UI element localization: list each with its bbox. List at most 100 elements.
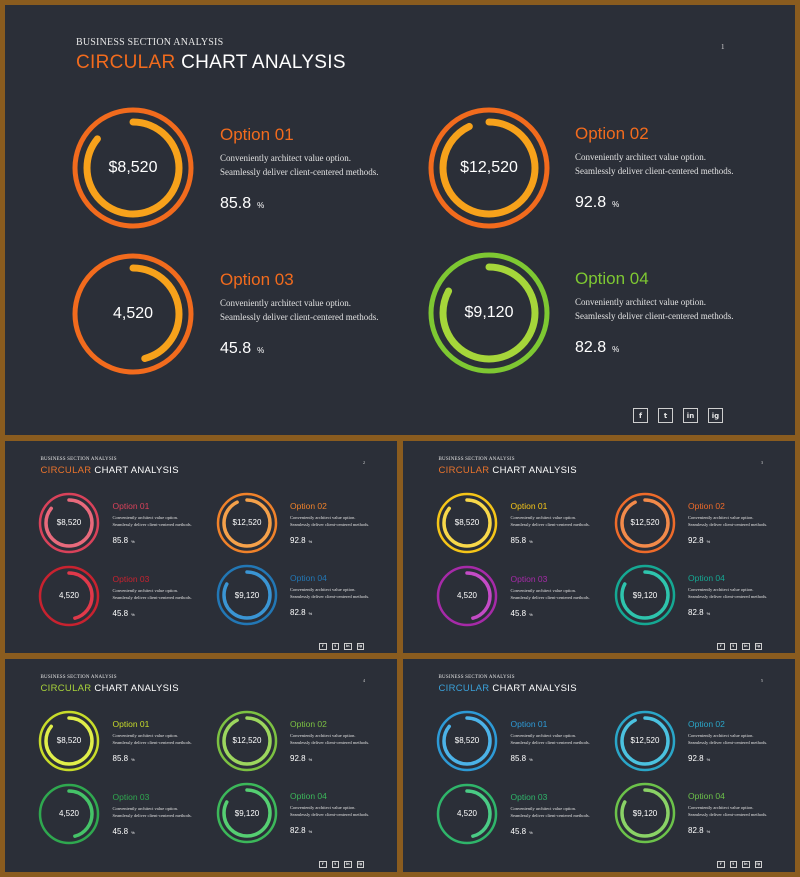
- slide-1: BUSINESS SECTION ANALYSIS CIRCULAR CHART …: [5, 5, 795, 435]
- ring-amount: $12,520: [232, 518, 262, 527]
- outer-ring: [38, 565, 100, 626]
- ring-graphic: [72, 107, 194, 229]
- instagram-icon[interactable]: ig: [754, 860, 762, 868]
- percentage-unit: %: [612, 200, 620, 209]
- option-percentage: 45.8%: [220, 340, 378, 358]
- linkedin-icon[interactable]: in: [742, 642, 750, 650]
- progress-arc: [222, 715, 272, 766]
- ring-amount: $8,520: [454, 518, 480, 527]
- facebook-icon[interactable]: f: [319, 860, 327, 868]
- option-description-line2: Seamlessly deliver client-centered metho…: [112, 740, 192, 745]
- section-kicker: BUSINESS SECTION ANALYSIS: [76, 37, 224, 48]
- linkedin-icon[interactable]: in: [344, 860, 352, 868]
- twitter-icon[interactable]: t: [331, 860, 339, 868]
- percentage-unit: %: [529, 757, 533, 762]
- title-rest: CHART ANALYSIS: [175, 52, 346, 73]
- option-name: Option 02: [575, 124, 649, 143]
- twitter-icon[interactable]: t: [658, 408, 673, 423]
- option-description-line2: Seamlessly deliver client-centered metho…: [688, 594, 768, 599]
- progress-arc: [620, 570, 670, 620]
- instagram-icon[interactable]: ig: [356, 642, 364, 650]
- ring-graphic: [436, 710, 498, 771]
- percentage-unit: %: [131, 829, 135, 835]
- slide-title: CIRCULAR CHART ANALYSIS: [439, 465, 577, 476]
- progress-arc: [442, 715, 492, 766]
- percentage-unit: %: [529, 829, 533, 835]
- instagram-icon[interactable]: ig: [356, 860, 364, 868]
- ring-graphic: [614, 564, 676, 626]
- progress-arc: [439, 263, 539, 363]
- progress-arc: [620, 497, 670, 548]
- option-description-line2: Seamlessly deliver client-centered metho…: [290, 739, 370, 745]
- slide-title: CIRCULAR CHART ANALYSIS: [41, 465, 179, 476]
- social-links: f t in ig: [319, 860, 364, 868]
- title-rest: CHART ANALYSIS: [489, 682, 577, 694]
- option-description-line1: Conveniently architect value option.: [112, 733, 178, 738]
- facebook-icon[interactable]: f: [633, 408, 648, 423]
- ring-graphic: [436, 565, 498, 626]
- facebook-icon[interactable]: f: [717, 860, 725, 868]
- option-description-line2: Seamlessly deliver client-centered metho…: [112, 522, 192, 527]
- title-rest: CHART ANALYSIS: [91, 682, 179, 694]
- option-description-line1: Conveniently architect value option.: [220, 298, 351, 308]
- ring-graphic: [38, 783, 100, 844]
- linkedin-icon[interactable]: in: [344, 642, 352, 650]
- percentage-value: 82.8: [290, 608, 306, 617]
- ring-graphic: [428, 252, 550, 374]
- outer-ring: [38, 492, 100, 553]
- instagram-icon[interactable]: ig: [754, 642, 762, 650]
- percentage-value: 85.8: [510, 536, 527, 545]
- twitter-icon[interactable]: t: [331, 642, 339, 650]
- percentage-unit: %: [308, 611, 313, 616]
- option-text-block: Option 01 Conveniently architect value op…: [511, 719, 590, 763]
- option-description-line1: Conveniently architect value option.: [112, 805, 178, 811]
- ring-amount: $12,520: [232, 736, 262, 745]
- option-percentage: 82.8%: [290, 608, 369, 617]
- circular-progress-chart: 4,520: [432, 779, 502, 849]
- progress-arc: [222, 497, 272, 548]
- option-name: Option 04: [688, 573, 725, 583]
- linkedin-icon[interactable]: in: [683, 408, 698, 423]
- ring-amount: 4,520: [456, 809, 478, 818]
- outer-ring: [216, 710, 278, 771]
- title-accent: CIRCULAR: [438, 682, 490, 694]
- ring-graphic: [72, 253, 194, 375]
- title-accent: CIRCULAR: [438, 464, 490, 476]
- percentage-unit: %: [131, 539, 135, 544]
- circular-progress-chart: 4,520: [34, 779, 104, 849]
- ring-amount: 4,520: [58, 809, 80, 818]
- progress-arc: [44, 788, 94, 839]
- option-name: Option 02: [688, 718, 725, 729]
- option-percentage: 82.8%: [688, 826, 767, 835]
- facebook-icon[interactable]: f: [717, 642, 725, 650]
- outer-ring: [436, 783, 498, 844]
- percentage-value: 92.8: [575, 194, 607, 211]
- circular-progress-chart: $8,520: [432, 706, 502, 776]
- percentage-unit: %: [612, 345, 620, 354]
- option-percentage: 45.8%: [511, 827, 590, 836]
- option-percentage: 45.8%: [113, 609, 192, 618]
- ring-amount: $9,120: [464, 304, 514, 321]
- percentage-value: 82.8: [290, 826, 306, 835]
- option-percentage: 45.8%: [113, 827, 192, 836]
- outer-ring: [38, 710, 100, 771]
- option-description-line1: Conveniently architect value option.: [575, 152, 706, 162]
- linkedin-icon[interactable]: in: [742, 860, 750, 868]
- outer-ring: [38, 783, 100, 844]
- outer-ring: [436, 565, 498, 626]
- option-description-line2: Seamlessly deliver client-centered metho…: [510, 740, 590, 745]
- facebook-icon[interactable]: f: [319, 642, 327, 650]
- section-kicker: BUSINESS SECTION ANALYSIS: [40, 457, 117, 462]
- percentage-unit: %: [706, 538, 711, 544]
- option-name: Option 01: [510, 501, 548, 511]
- option-percentage: 45.8%: [511, 609, 590, 618]
- option-description-line1: Conveniently architect value option.: [688, 514, 754, 520]
- percentage-value: 45.8: [220, 340, 252, 357]
- ring-graphic: [614, 782, 676, 844]
- instagram-icon[interactable]: ig: [708, 408, 723, 423]
- progress-arc: [83, 264, 183, 364]
- twitter-icon[interactable]: t: [729, 642, 737, 650]
- option-percentage: 92.8%: [575, 194, 733, 212]
- option-description-line2: Seamlessly deliver client-centered metho…: [290, 812, 370, 817]
- twitter-icon[interactable]: t: [729, 860, 737, 868]
